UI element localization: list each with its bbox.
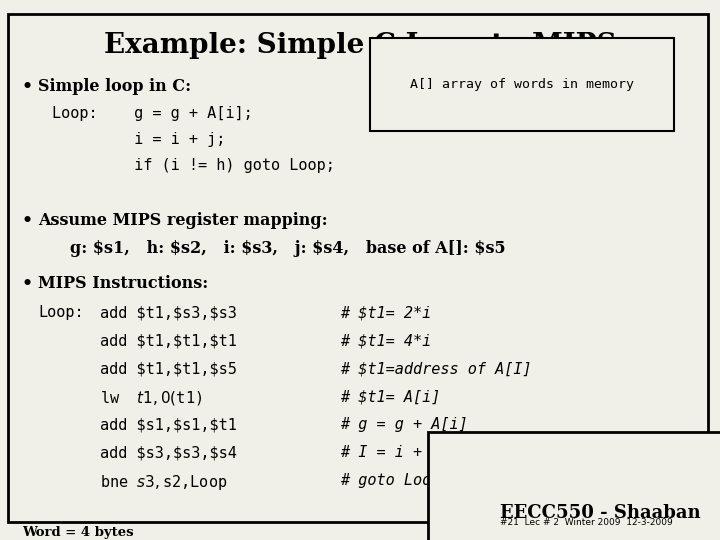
Text: i = i + j;: i = i + j; [52, 132, 225, 147]
Text: Loop:: Loop: [38, 305, 84, 320]
Text: MIPS Instructions:: MIPS Instructions: [38, 275, 208, 292]
Text: #21  Lec # 2  Winter 2009  12-3-2009: #21 Lec # 2 Winter 2009 12-3-2009 [500, 518, 672, 527]
Text: Example: Simple C Loop to MIPS: Example: Simple C Loop to MIPS [104, 32, 616, 59]
Text: add $t1,$t1,$s5: add $t1,$t1,$s5 [100, 361, 237, 376]
Text: if (i != h) goto Loop;: if (i != h) goto Loop; [52, 158, 335, 173]
Text: add $s1,$s1,$t1: add $s1,$s1,$t1 [100, 417, 237, 432]
Text: lw  $t1,0($t1): lw $t1,0($t1) [100, 389, 202, 407]
Text: # $t1= 2*i: # $t1= 2*i [340, 305, 431, 320]
Text: Loop:    g = g + A[i];: Loop: g = g + A[i]; [52, 106, 253, 121]
Text: # goto Loop if i!=h: # goto Loop if i!=h [340, 473, 513, 488]
Text: # I = i + j: # I = i + j [340, 445, 441, 460]
Text: EECC550 - Shaaban: EECC550 - Shaaban [500, 504, 701, 522]
Text: •: • [22, 78, 33, 95]
Text: Assume MIPS register mapping:: Assume MIPS register mapping: [38, 212, 328, 229]
Text: # $t1= 4*i: # $t1= 4*i [340, 333, 431, 348]
Text: •: • [22, 275, 33, 292]
Text: g: $s1,   h: $s2,   i: $s3,   j: $s4,   base of A[]: $s5: g: $s1, h: $s2, i: $s3, j: $s4, base of … [70, 240, 505, 257]
Text: Simple loop in C:: Simple loop in C: [38, 78, 191, 95]
Text: bne $s3,$s2,Loop: bne $s3,$s2,Loop [100, 473, 228, 492]
Text: # $t1= A[i]: # $t1= A[i] [340, 389, 441, 404]
Text: Word = 4 bytes: Word = 4 bytes [22, 526, 134, 539]
FancyBboxPatch shape [8, 14, 708, 522]
Text: •: • [22, 212, 33, 229]
Text: # g = g + A[i]: # g = g + A[i] [340, 417, 468, 432]
Text: add $t1,$t1,$t1: add $t1,$t1,$t1 [100, 333, 237, 348]
Text: A[] array of words in memory: A[] array of words in memory [410, 78, 634, 91]
Text: add $t1,$s3,$s3: add $t1,$s3,$s3 [100, 305, 237, 320]
Text: # $t1=address of A[I]: # $t1=address of A[I] [340, 361, 531, 376]
Text: add $s3,$s3,$s4: add $s3,$s3,$s4 [100, 445, 237, 460]
